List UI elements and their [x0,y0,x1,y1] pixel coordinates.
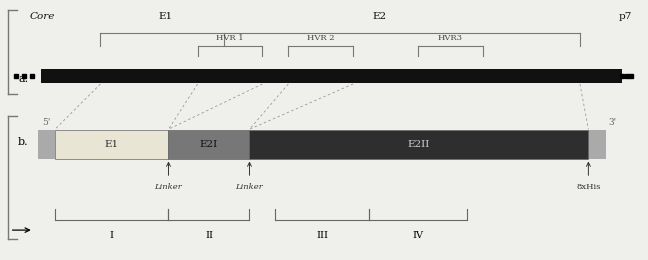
Text: Linker: Linker [236,183,263,191]
Text: IV: IV [413,231,423,240]
Bar [249,130,588,159]
Text: 8xHis: 8xHis [576,183,601,191]
Text: E1: E1 [158,12,172,21]
Bar [588,130,606,159]
Text: p7: p7 [619,12,632,21]
Text: 5': 5' [43,118,51,127]
Text: E2I: E2I [200,140,218,149]
Text: HVR 1: HVR 1 [216,34,244,42]
Text: HVR 2: HVR 2 [307,34,334,42]
Text: a.: a. [18,74,29,84]
Bar [55,130,168,159]
Text: III: III [316,231,329,240]
Text: 3': 3' [608,118,616,127]
Bar [168,130,249,159]
Text: HVR3: HVR3 [438,34,463,42]
Text: E2II: E2II [408,140,430,149]
Bar [38,130,55,159]
Bar [41,69,622,83]
Text: Linker: Linker [155,183,182,191]
Text: I: I [110,231,114,240]
Text: Core: Core [29,12,55,21]
Text: b.: b. [18,137,29,147]
Text: II: II [205,231,213,240]
Text: E2: E2 [372,12,386,21]
Text: E1: E1 [105,140,119,149]
